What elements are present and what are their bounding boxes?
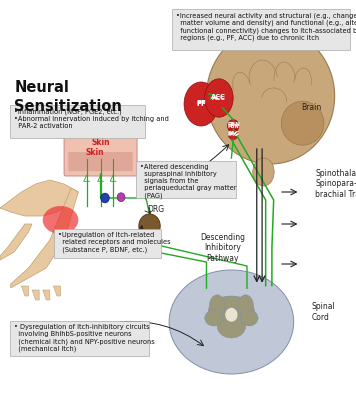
FancyBboxPatch shape [64, 130, 137, 176]
Polygon shape [21, 286, 28, 296]
Text: Spinothalamic/
Spinopara-
brachial Tract: Spinothalamic/ Spinopara- brachial Tract [315, 169, 356, 199]
Text: •Inflammation (NGF, PGE2, etc.)
•Abnormal innervation induced by itching and
  P: •Inflammation (NGF, PGE2, etc.) •Abnorma… [14, 108, 168, 129]
Ellipse shape [281, 101, 324, 145]
Ellipse shape [253, 158, 274, 186]
Text: PAG: PAG [227, 131, 240, 136]
Text: •Increased neural activity and structural (e.g., changes in gray
  matter volume: •Increased neural activity and structura… [176, 12, 356, 42]
Text: • Dysregulation of itch-inhibitory circuits
  involving BhIhbS-positive neurons
: • Dysregulation of itch-inhibitory circu… [14, 324, 154, 352]
FancyBboxPatch shape [136, 161, 236, 198]
Text: ACC: ACC [211, 94, 226, 100]
Circle shape [227, 120, 239, 132]
Polygon shape [32, 290, 39, 300]
Ellipse shape [43, 206, 78, 234]
Ellipse shape [225, 308, 238, 322]
Polygon shape [53, 286, 61, 296]
Polygon shape [0, 224, 32, 260]
Text: PBN: PBN [227, 124, 239, 128]
Text: ACC: ACC [212, 96, 226, 100]
Ellipse shape [238, 295, 253, 317]
Ellipse shape [184, 82, 218, 126]
Polygon shape [11, 188, 78, 288]
Text: Descending
Inhibitory
Pathway: Descending Inhibitory Pathway [200, 233, 245, 263]
Ellipse shape [205, 310, 222, 326]
Ellipse shape [217, 314, 246, 338]
FancyBboxPatch shape [10, 105, 145, 138]
Ellipse shape [208, 296, 255, 328]
Text: •Upregulation of itch-related
  related receptors and molecules
  (Substance P, : •Upregulation of itch-related related re… [58, 232, 171, 253]
Polygon shape [43, 290, 50, 300]
Ellipse shape [169, 270, 294, 374]
Text: Skin: Skin [91, 138, 110, 147]
Text: Neural
Sensitization: Neural Sensitization [14, 80, 122, 114]
Text: Brain: Brain [301, 104, 321, 112]
FancyBboxPatch shape [172, 9, 350, 50]
Text: PF: PF [196, 100, 206, 106]
FancyBboxPatch shape [54, 229, 161, 258]
Ellipse shape [206, 28, 335, 164]
Circle shape [101, 193, 109, 203]
Text: PF: PF [196, 101, 206, 107]
Ellipse shape [205, 79, 233, 117]
Text: PBN: PBN [227, 122, 240, 127]
FancyBboxPatch shape [10, 321, 149, 356]
Circle shape [117, 193, 125, 202]
Text: Spinal
Cord: Spinal Cord [312, 302, 335, 322]
Text: PAG: PAG [228, 132, 239, 136]
Text: Skin: Skin [85, 148, 104, 157]
Ellipse shape [209, 295, 225, 317]
Text: DRG: DRG [147, 206, 164, 214]
Polygon shape [0, 180, 78, 216]
Ellipse shape [240, 310, 258, 326]
Text: •Altered descending
  supraspinal inhibitory
  signals from the
  periaqueductal: •Altered descending supraspinal inhibito… [140, 164, 236, 199]
Circle shape [228, 128, 238, 140]
Circle shape [139, 214, 160, 238]
FancyBboxPatch shape [68, 152, 133, 171]
